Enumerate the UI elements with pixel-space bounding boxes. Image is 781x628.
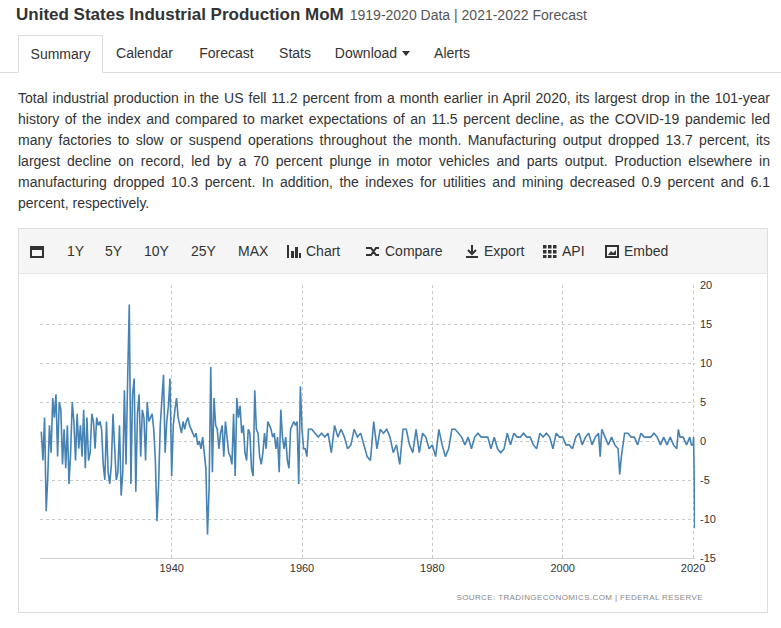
svg-text:10: 10 (700, 357, 712, 369)
html-text:Alerts: Alerts (434, 45, 470, 61)
html-text:United States Industrial Produ: United States Industrial Production MoM … (16, 5, 587, 24)
html-text:1Y: 1Y (67, 243, 85, 259)
svg-text:1980: 1980 (420, 562, 444, 574)
html-text:10Y: 10Y (144, 243, 169, 259)
svg-text:1960: 1960 (290, 562, 314, 574)
html-text:MAX: MAX (238, 243, 269, 259)
html-text:Calendar: Calendar (116, 45, 173, 61)
html-text:Download: Download (334, 45, 398, 61)
svg-text:2000: 2000 (550, 562, 574, 574)
svg-text:2020: 2020 (681, 562, 705, 574)
svg-text:15: 15 (700, 318, 712, 330)
html-text:Embed: Embed (624, 243, 669, 259)
html-text:SOURCE: TRADINGECONOMICS.COM |: SOURCE: TRADINGECONOMICS.COM | FEDERAL R… (456, 593, 703, 602)
html-text:Forecast: Forecast (199, 45, 254, 61)
svg-text:20: 20 (700, 279, 712, 291)
html-text:Stats: Stats (279, 45, 311, 61)
svg-text:-15: -15 (700, 552, 716, 564)
html-text:Total industrial production in: Total industrial production in the US fe… (18, 90, 770, 211)
html-text:Compare: Compare (385, 243, 443, 259)
html-text:5Y: 5Y (105, 243, 123, 259)
html-text:Export: Export (484, 243, 525, 259)
html-text:25Y: 25Y (191, 243, 216, 259)
svg-text:1940: 1940 (159, 562, 183, 574)
svg-text:5: 5 (700, 396, 706, 408)
svg-text:-5: -5 (700, 474, 710, 486)
html-text:Chart: Chart (306, 243, 341, 259)
svg-text:0: 0 (700, 435, 706, 447)
html-text:API: API (562, 243, 585, 259)
html-text:Summary: Summary (30, 46, 91, 62)
svg-text:-10: -10 (700, 513, 716, 525)
